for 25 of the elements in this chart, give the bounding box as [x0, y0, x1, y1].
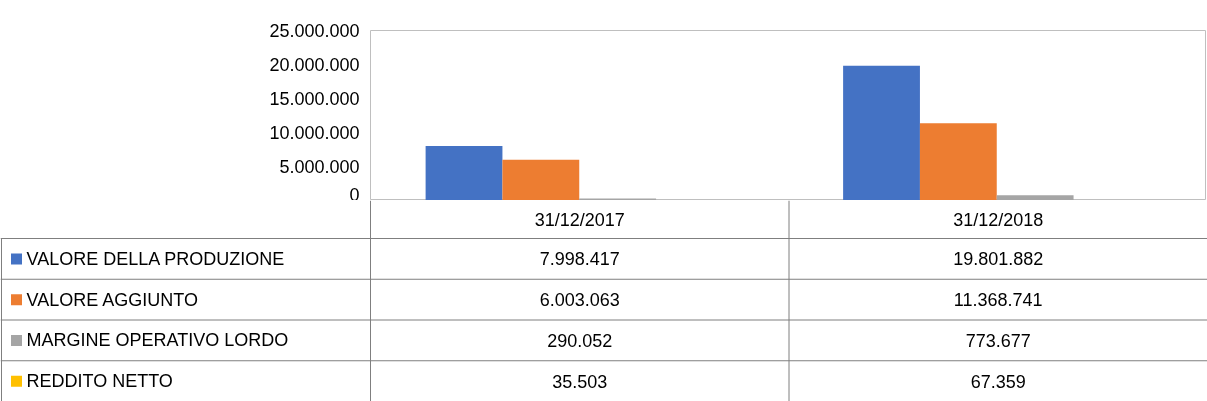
y-tick-label: 10.000.000: [269, 123, 360, 143]
legend-label: VALORE DELLA PRODUZIONE: [26, 248, 285, 269]
data-label: 6.003.063: [539, 290, 620, 311]
bar: [502, 159, 580, 200]
y-tick-label: 20.000.000: [269, 55, 360, 75]
data-label: 11.368.741: [953, 290, 1043, 311]
data-label: 67.359: [970, 371, 1026, 392]
legend-label: VALORE AGGIUNTO: [26, 289, 198, 310]
bar: [919, 123, 997, 200]
y-tick-label: 5.000.000: [279, 157, 360, 177]
data-label: 7.998.417: [539, 249, 620, 270]
bar: [843, 65, 920, 200]
x-tick-label: 31/12/2018: [953, 209, 1044, 230]
y-tick-label: 0: [349, 184, 360, 205]
data-label: 773.677: [965, 330, 1031, 351]
data-label: 19.801.882: [953, 249, 1044, 270]
data-label: 290.052: [547, 330, 613, 351]
legend-label: REDDITO NETTO: [26, 371, 173, 392]
y-tick-label: 25.000.000: [269, 21, 360, 41]
bar: [996, 195, 1074, 200]
bar: [425, 146, 503, 200]
legend-label: MARGINE OPERATIVO LORDO: [26, 330, 289, 351]
x-tick-label: 31/12/2017: [534, 209, 625, 230]
y-tick-label: 15.000.000: [269, 89, 360, 109]
data-label: 35.503: [552, 371, 608, 392]
